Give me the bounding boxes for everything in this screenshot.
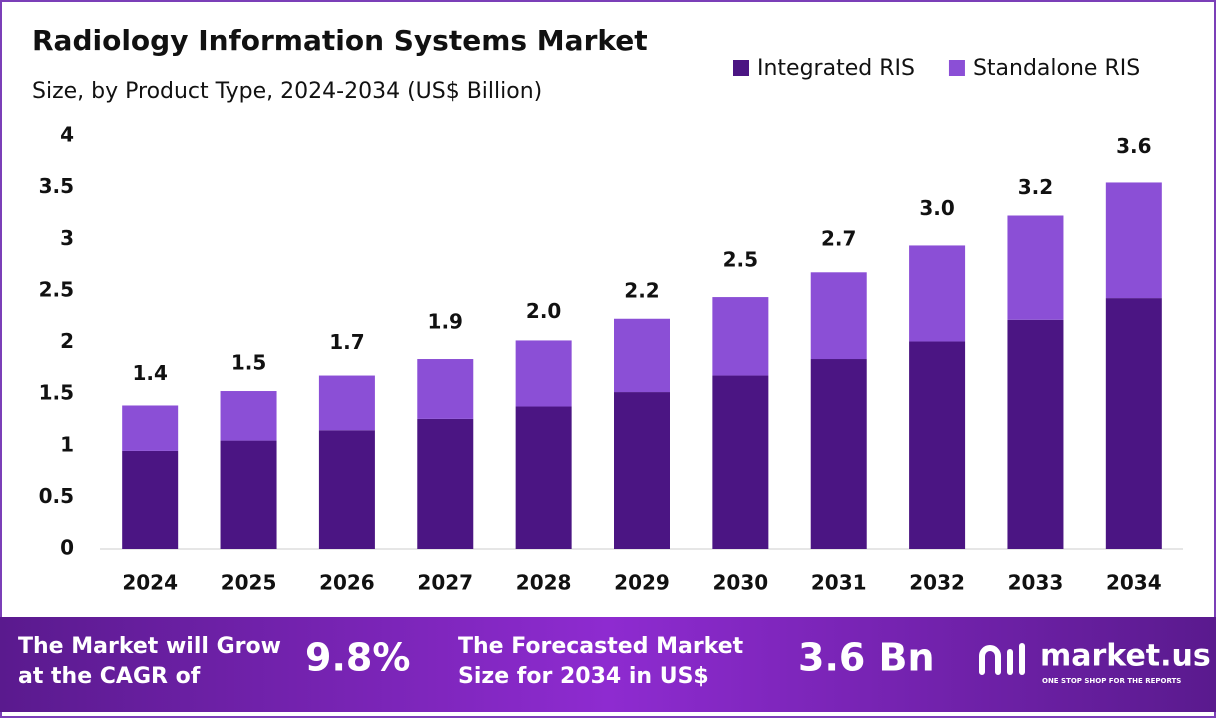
x-tick-label: 2031 xyxy=(811,571,867,595)
total-label: 2.7 xyxy=(821,227,856,251)
bar-segment xyxy=(1105,182,1162,299)
total-label: 2.5 xyxy=(723,247,758,271)
total-label: 2.0 xyxy=(526,299,561,323)
bar-segment xyxy=(909,341,966,549)
tagline: ONE STOP SHOP FOR THE REPORTS xyxy=(1042,677,1181,685)
total-label: 1.9 xyxy=(428,309,463,333)
x-tick-label: 2034 xyxy=(1106,571,1162,595)
bar-segment xyxy=(515,340,572,407)
x-tick-label: 2024 xyxy=(122,571,178,595)
bar-segment xyxy=(810,359,867,549)
x-tick-label: 2028 xyxy=(516,571,572,595)
y-tick-label: 1.5 xyxy=(39,381,74,405)
bar-segment xyxy=(1007,319,1064,549)
x-tick-label: 2030 xyxy=(713,571,769,595)
x-tick-label: 2032 xyxy=(909,571,965,595)
logo-icon xyxy=(979,643,1025,675)
y-tick-label: 2 xyxy=(60,329,74,353)
x-tick-label: 2033 xyxy=(1008,571,1064,595)
bar-segment xyxy=(614,392,670,549)
forecast-text: Size for 2034 in US$ xyxy=(458,664,709,689)
bar-segment xyxy=(318,375,375,431)
bar-segment xyxy=(712,297,769,376)
bar-segment xyxy=(417,359,474,419)
total-label: 1.4 xyxy=(132,361,167,385)
bar-segment xyxy=(122,450,179,549)
bar-segment xyxy=(220,391,277,441)
bar-segment xyxy=(1007,215,1064,320)
cagr-value: 9.8% xyxy=(305,636,410,680)
x-tick-label: 2025 xyxy=(221,571,277,595)
legend-swatch xyxy=(948,60,965,76)
bar-segment xyxy=(614,318,670,393)
legend-swatch xyxy=(733,60,749,76)
total-label: 3.0 xyxy=(919,196,954,220)
total-label: 1.5 xyxy=(231,351,266,375)
total-label: 1.7 xyxy=(329,330,364,354)
chart-subtitle: Size, by Product Type, 2024-2034 (US$ Bi… xyxy=(32,79,542,104)
brand: market.us xyxy=(1040,639,1211,674)
x-tick-label: 2027 xyxy=(417,571,473,595)
bar-segment xyxy=(1105,298,1162,549)
y-tick-label: 1 xyxy=(60,432,74,456)
bar-segment xyxy=(515,406,572,549)
bar-segment xyxy=(220,440,277,549)
forecast-value: 3.6 Bn xyxy=(798,636,935,680)
y-tick-label: 3 xyxy=(60,226,74,250)
footer-band xyxy=(0,617,1216,712)
bar-segment xyxy=(122,405,179,451)
x-tick-label: 2026 xyxy=(319,571,375,595)
y-tick-label: 3.5 xyxy=(39,174,74,198)
bar-segment xyxy=(810,272,867,360)
bar-segment xyxy=(417,418,474,549)
y-tick-label: 4 xyxy=(60,123,74,147)
bar-segment xyxy=(712,375,769,549)
legend-label: Integrated RIS xyxy=(757,56,915,81)
x-tick-label: 2029 xyxy=(614,571,670,595)
cagr-text: at the CAGR of xyxy=(18,664,201,689)
cagr-text: The Market will Grow xyxy=(18,634,281,659)
bar-segment xyxy=(318,430,375,549)
y-tick-label: 0.5 xyxy=(39,484,74,508)
legend-label: Standalone RIS xyxy=(973,56,1140,81)
chart-title: Radiology Information Systems Market xyxy=(32,24,648,57)
total-label: 3.6 xyxy=(1116,134,1151,158)
total-label: 3.2 xyxy=(1018,175,1053,199)
y-tick-label: 2.5 xyxy=(39,277,74,301)
forecast-text: The Forecasted Market xyxy=(458,634,744,659)
total-label: 2.2 xyxy=(624,278,659,302)
bar-segment xyxy=(909,245,966,342)
y-tick-label: 0 xyxy=(60,536,74,560)
